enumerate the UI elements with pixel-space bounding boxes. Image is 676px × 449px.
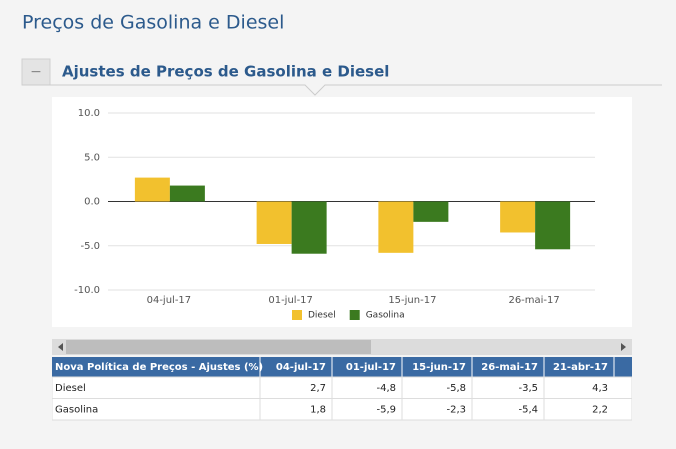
header-cell: 21-abr-17 — [553, 362, 608, 373]
legend-swatch — [292, 310, 302, 320]
table-row — [52, 376, 632, 399]
y-tick-label: 5.0 — [84, 152, 100, 163]
table-cell: 4,3 — [592, 383, 608, 394]
legend-swatch — [349, 310, 360, 320]
bar — [134, 177, 170, 202]
scroll-right[interactable] — [621, 343, 626, 351]
chart: 10.0 5.0 0.0 -5.0 -10.0 04-jul-17 01-jul-17 15-… — [74, 108, 595, 321]
bar — [535, 201, 571, 250]
bar — [500, 201, 536, 233]
y-tick-label: 10.0 — [78, 108, 100, 119]
table-cell: -5,9 — [376, 405, 396, 416]
header-cell: 3 — [667, 362, 674, 373]
table-cell: -2,3 — [446, 405, 466, 416]
page-title: Preços de Gasolina e Diesel — [22, 12, 284, 34]
header-cell: 01-jul-17 — [346, 362, 396, 373]
section-divider — [22, 84, 662, 96]
table-cell: Gasolina — [55, 405, 98, 416]
legend-label: Gasolina — [366, 311, 405, 321]
bar — [169, 185, 205, 202]
table-cell: -4,8 — [376, 383, 396, 394]
bar — [291, 201, 327, 254]
x-tick-label: 04-jul-17 — [147, 295, 192, 306]
section-title: Ajustes de Preços de Gasolina e Diesel — [62, 63, 389, 81]
bar — [413, 201, 449, 222]
y-tick-label: 0.0 — [84, 197, 100, 208]
header-cell: Nova Política de Preços - Ajustes (%) — [55, 361, 263, 373]
y-tick-label: -10.0 — [74, 285, 100, 296]
table-cell: -5,4 — [518, 405, 538, 416]
legend-label: Diesel — [308, 311, 336, 321]
table-cell: 1,8 — [310, 405, 326, 416]
header-cell: 15-jun-17 — [412, 362, 466, 373]
table-header — [52, 357, 632, 377]
collapse-icon[interactable]: − — [30, 64, 42, 80]
x-tick-label: 01-jul-17 — [268, 295, 313, 306]
x-tick-label: 15-jun-17 — [388, 295, 436, 306]
scroll-left[interactable] — [58, 343, 63, 351]
table-cell: Diesel — [55, 383, 86, 394]
header-cell: 04-jul-17 — [276, 362, 326, 373]
y-tick-label: -5.0 — [80, 241, 100, 252]
scrollbar-thumb[interactable] — [66, 340, 371, 354]
bar — [378, 201, 414, 253]
bar — [256, 201, 292, 244]
table-row — [52, 398, 632, 421]
table-cell: 2,7 — [310, 383, 326, 394]
header-cell: 26-mai-17 — [481, 362, 538, 373]
collapse-button[interactable] — [21, 58, 51, 86]
table: Nova Política de Preços - Ajustes (%) 04-… — [52, 357, 674, 421]
x-tick-label: 26-mai-17 — [508, 295, 559, 306]
table-cell: 2,2 — [592, 405, 608, 416]
table-cell: -5,8 — [446, 383, 466, 394]
table-cell: -3,5 — [518, 383, 538, 394]
